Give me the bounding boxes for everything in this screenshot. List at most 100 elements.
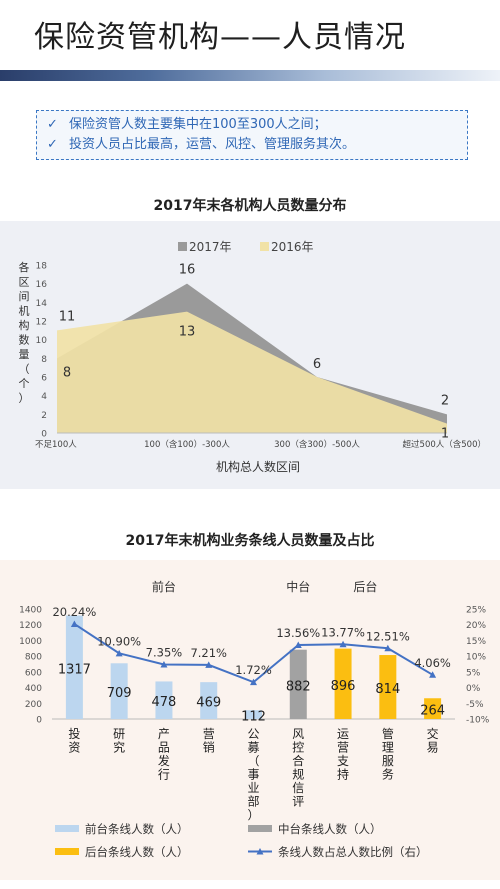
y-left-tick-label: 600 <box>25 668 42 678</box>
x-tick-label: 运营支持 <box>337 727 349 782</box>
y-tick-label: 10 <box>36 336 48 346</box>
ratio-label: 13.56% <box>276 626 320 640</box>
ratio-label: 10.90% <box>97 634 141 648</box>
chart1-title: 2017年末各机构人员数量分布 <box>153 198 347 214</box>
data-label-2017: 8 <box>63 365 71 380</box>
page-title: 保险资管机构——人员情况 <box>34 20 406 55</box>
y-tick-label: 2 <box>41 411 47 421</box>
y-tick-label: 16 <box>36 280 48 290</box>
legend-swatch-0 <box>55 825 79 832</box>
y-right-tick-label: 5% <box>466 668 481 678</box>
data-label-both: 6 <box>313 357 321 372</box>
count-label: 264 <box>420 704 445 719</box>
bar-3 <box>200 682 218 719</box>
count-label: 1317 <box>58 662 91 677</box>
legend-label-2: 后台条线人数（人） <box>85 845 189 859</box>
check-icon: ✓ <box>47 137 58 152</box>
data-label-2016: 11 <box>59 309 76 324</box>
ratio-marker <box>429 671 437 678</box>
y-axis-label: 各区间机构数量（个） <box>19 260 30 405</box>
legend-label-1: 2016年 <box>271 240 314 254</box>
bar-2 <box>155 681 173 719</box>
highlight-text: 投资人员占比最高，运营、风控、管理服务其次。 <box>69 137 356 152</box>
chart2-title: 2017年末机构业务条线人员数量及占比 <box>125 533 375 549</box>
chart1-svg: 2017年 2016年024681012141618各区间机构数量（个）11816… <box>19 240 487 474</box>
chart1-panel: 2017年 2016年 0 2 4 6 8 10 12 14 16 18 各区间机构数量（个） 11 8 16… <box>0 221 500 489</box>
ratio-marker <box>115 649 123 657</box>
legend-marker-3 <box>256 848 264 855</box>
ratio-label: 7.35% <box>146 645 183 659</box>
group-label-0: 前台 <box>152 579 176 594</box>
bar-8 <box>424 698 442 719</box>
bar-7 <box>379 655 397 719</box>
ratio-marker <box>339 640 347 648</box>
y-tick-label: 6 <box>41 374 47 384</box>
highlight-item: ✓ 保险资管人数主要集中在100至300人之间； <box>47 115 457 135</box>
bar-5 <box>289 649 307 719</box>
y-left-tick-label: 800 <box>25 653 42 663</box>
count-label: 469 <box>196 696 221 711</box>
x-tick-label: 营销 <box>203 727 215 755</box>
ratio-label: 1.72% <box>235 663 272 677</box>
group-label-2: 后台 <box>353 579 377 594</box>
bar-0 <box>65 615 83 719</box>
ratio-label: 12.51% <box>366 629 410 643</box>
legend-label-0: 2017年 <box>189 240 232 254</box>
ratio-label: 7.21% <box>190 646 227 660</box>
x-tick-label: 投资 <box>68 726 80 755</box>
bar-1 <box>110 663 128 719</box>
y-right-tick-label: 10% <box>466 653 486 663</box>
legend-label-3: 条线人数占总人数比例（右） <box>278 845 428 859</box>
y-right-tick-label: -10% <box>466 716 490 726</box>
x-tick-label: 交易 <box>427 726 439 755</box>
y-left-tick-label: 0 <box>36 716 42 726</box>
legend-swatch-0 <box>178 242 187 251</box>
ratio-marker <box>384 644 392 652</box>
ratio-label: 20.24% <box>52 605 96 619</box>
x-tick-label: 研究 <box>113 727 125 755</box>
bar-6 <box>334 648 352 719</box>
highlights-box: ✓ 保险资管人数主要集中在100至300人之间； ✓ 投资人员占比最高，运营、风控、… <box>36 110 468 160</box>
check-icon: ✓ <box>47 117 58 132</box>
y-left-tick-label: 200 <box>25 700 42 710</box>
y-right-tick-label: -5% <box>466 700 484 710</box>
ratio-marker <box>294 641 302 648</box>
legend-swatch-1 <box>260 242 269 251</box>
x-tick-label: 产品发行 <box>158 727 170 782</box>
data-label-2016: 13 <box>179 325 196 340</box>
data-label-2017: 16 <box>179 263 196 278</box>
y-tick-label: 14 <box>36 299 48 309</box>
x-tick-label: 风控合规信评 <box>292 727 304 809</box>
highlight-text: 保险资管人数主要集中在100至300人之间； <box>69 117 327 132</box>
legend-swatch-1 <box>248 825 272 832</box>
highlight-item: ✓ 投资人员占比最高，运营、风控、管理服务其次。 <box>47 135 457 155</box>
bar-4 <box>245 710 262 719</box>
count-label: 814 <box>375 682 400 697</box>
x-tick-label: 超过500人（含500） <box>403 439 486 450</box>
ratio-marker <box>160 660 168 668</box>
y-right-tick-label: 15% <box>466 637 486 647</box>
ratio-label: 13.77% <box>321 625 365 639</box>
ratio-marker <box>250 678 257 686</box>
y-left-tick-label: 1000 <box>19 637 42 647</box>
count-label: 478 <box>152 695 177 710</box>
ratio-label: 4.06% <box>414 656 451 670</box>
x-tick-label: 管理服务 <box>382 726 394 782</box>
ratio-marker <box>70 620 78 627</box>
y-left-tick-label: 1400 <box>19 606 42 616</box>
x-tick-label: 300（含300）-500人 <box>274 439 360 450</box>
chart2-svg: 前台 中台 后台 0 200 400 600 800 1000 1200 1400 -10% -5% 0%… <box>19 579 490 859</box>
title-accent-bar <box>0 70 500 81</box>
x-tick-label: 100（含100）-300人 <box>144 439 230 450</box>
y-right-tick-label: 25% <box>466 606 486 616</box>
legend-label-0: 前台条线人数（人） <box>85 822 189 836</box>
chart2-panel: 前台 中台 后台 0 200 400 600 800 1000 1200 1400 -10% -5% 0%… <box>0 560 500 880</box>
y-right-tick-label: 0% <box>466 684 481 694</box>
y-tick-label: 12 <box>36 318 47 328</box>
legend-label-1: 中台条线人数（人） <box>278 822 382 836</box>
data-label-2017: 2 <box>441 393 449 408</box>
y-tick-label: 4 <box>41 392 47 402</box>
y-tick-label: 0 <box>41 430 47 440</box>
count-label: 709 <box>107 686 132 701</box>
data-label-2016: 1 <box>441 427 449 442</box>
